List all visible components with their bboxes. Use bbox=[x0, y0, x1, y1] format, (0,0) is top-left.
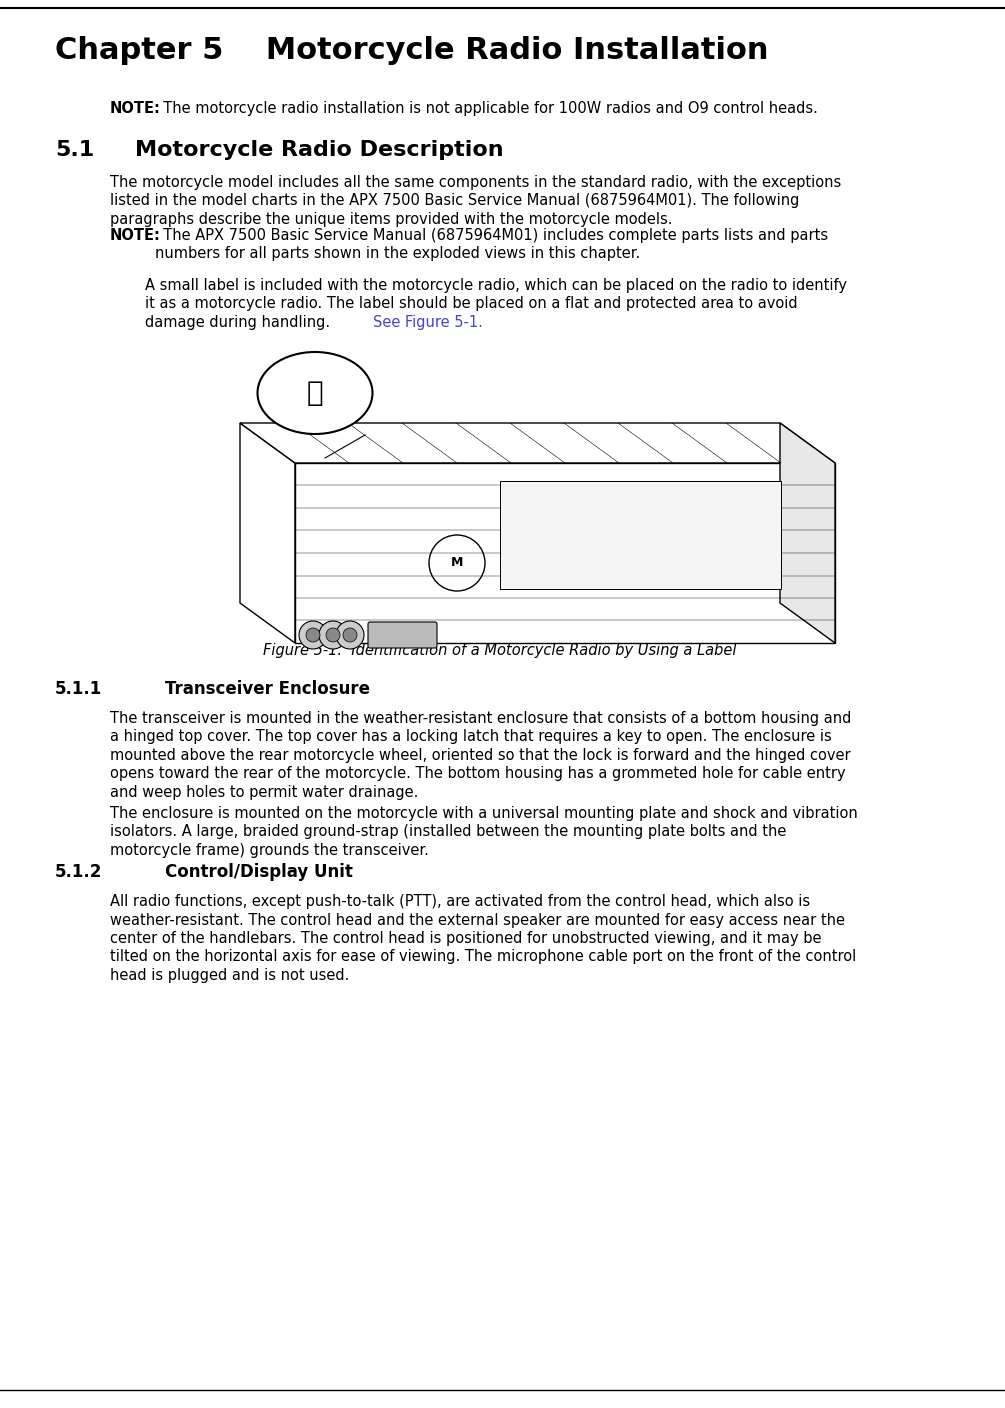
Text: head is plugged and is not used.: head is plugged and is not used. bbox=[110, 969, 350, 983]
Text: motorcycle frame) grounds the transceiver.: motorcycle frame) grounds the transceive… bbox=[110, 843, 429, 857]
Text: M: M bbox=[451, 556, 463, 569]
Text: The transceiver is mounted in the weather-resistant enclosure that consists of a: The transceiver is mounted in the weathe… bbox=[110, 711, 851, 727]
Text: weather-resistant. The control head and the external speaker are mounted for eas: weather-resistant. The control head and … bbox=[110, 912, 845, 928]
Text: listed in the model charts in the APX 7500 Basic Service Manual (6875964M01). Th: listed in the model charts in the APX 75… bbox=[110, 193, 799, 208]
Text: isolators. A large, braided ground-strap (installed between the mounting plate b: isolators. A large, braided ground-strap… bbox=[110, 825, 786, 839]
Text: NOTE:: NOTE: bbox=[110, 101, 161, 115]
Text: and weep holes to permit water drainage.: and weep holes to permit water drainage. bbox=[110, 786, 418, 800]
Text: 5.1.1: 5.1.1 bbox=[55, 680, 103, 698]
Circle shape bbox=[306, 628, 320, 642]
Text: tilted on the horizontal axis for ease of viewing. The microphone cable port on : tilted on the horizontal axis for ease o… bbox=[110, 949, 856, 964]
Text: NOTE:: NOTE: bbox=[110, 228, 161, 244]
Polygon shape bbox=[240, 422, 295, 643]
Circle shape bbox=[336, 621, 364, 649]
FancyBboxPatch shape bbox=[368, 622, 437, 648]
Text: Figure 5-1.  Identification of a Motorcycle Radio by Using a Label: Figure 5-1. Identification of a Motorcyc… bbox=[263, 643, 737, 658]
Text: See Figure 5-1.: See Figure 5-1. bbox=[373, 315, 482, 329]
Text: The APX 7500 Basic Service Manual (6875964M01) includes complete parts lists and: The APX 7500 Basic Service Manual (68759… bbox=[154, 228, 828, 244]
Text: numbers for all parts shown in the exploded views in this chapter.: numbers for all parts shown in the explo… bbox=[155, 246, 640, 262]
Text: mounted above the rear motorcycle wheel, oriented so that the lock is forward an: mounted above the rear motorcycle wheel,… bbox=[110, 748, 850, 763]
Text: a hinged top cover. The top cover has a locking latch that requires a key to ope: a hinged top cover. The top cover has a … bbox=[110, 729, 832, 745]
Polygon shape bbox=[780, 422, 835, 643]
Text: A small label is included with the motorcycle radio, which can be placed on the : A small label is included with the motor… bbox=[145, 277, 847, 293]
Text: center of the handlebars. The control head is positioned for unobstructed viewin: center of the handlebars. The control he… bbox=[110, 931, 821, 946]
Text: opens toward the rear of the motorcycle. The bottom housing has a grommeted hole: opens toward the rear of the motorcycle.… bbox=[110, 766, 845, 781]
Text: All radio functions, except push-to-talk (PTT), are activated from the control h: All radio functions, except push-to-talk… bbox=[110, 894, 810, 910]
Polygon shape bbox=[240, 422, 835, 463]
Text: it as a motorcycle radio. The label should be placed on a flat and protected are: it as a motorcycle radio. The label shou… bbox=[145, 297, 798, 311]
Ellipse shape bbox=[257, 352, 373, 434]
Circle shape bbox=[319, 621, 347, 649]
Polygon shape bbox=[295, 463, 835, 643]
Circle shape bbox=[343, 628, 357, 642]
Text: 🏍: 🏍 bbox=[307, 379, 324, 407]
Text: paragraphs describe the unique items provided with the motorcycle models.: paragraphs describe the unique items pro… bbox=[110, 213, 672, 227]
Text: damage during handling.: damage during handling. bbox=[145, 315, 330, 329]
Text: Motorcycle Radio Description: Motorcycle Radio Description bbox=[135, 139, 504, 161]
Text: The motorcycle model includes all the same components in the standard radio, wit: The motorcycle model includes all the sa… bbox=[110, 175, 841, 190]
Text: 5.1: 5.1 bbox=[55, 139, 94, 161]
Text: Transceiver Enclosure: Transceiver Enclosure bbox=[165, 680, 370, 698]
Text: The enclosure is mounted on the motorcycle with a universal mounting plate and s: The enclosure is mounted on the motorcyc… bbox=[110, 805, 857, 821]
Text: The motorcycle radio installation is not applicable for 100W radios and O9 contr: The motorcycle radio installation is not… bbox=[154, 101, 818, 115]
Text: Control/Display Unit: Control/Display Unit bbox=[165, 863, 353, 881]
Text: 5.1.2: 5.1.2 bbox=[55, 863, 103, 881]
Polygon shape bbox=[500, 482, 781, 589]
Text: Chapter 5    Motorcycle Radio Installation: Chapter 5 Motorcycle Radio Installation bbox=[55, 37, 769, 65]
Circle shape bbox=[299, 621, 327, 649]
Circle shape bbox=[326, 628, 340, 642]
